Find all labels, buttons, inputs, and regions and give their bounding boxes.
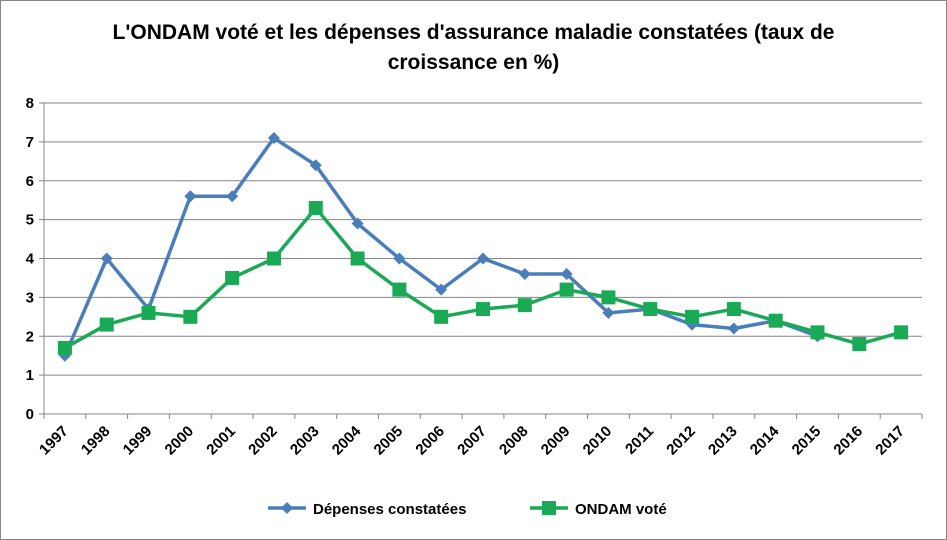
data-point [308, 200, 323, 215]
data-point [518, 268, 531, 281]
y-tick-label: 5 [26, 212, 34, 229]
y-tick-label: 7 [26, 134, 34, 151]
data-point [435, 283, 448, 296]
data-point [643, 302, 658, 317]
data-point [351, 217, 364, 230]
data-point [141, 305, 156, 320]
y-tick-label: 2 [26, 328, 34, 345]
x-tick-label: 1999 [120, 423, 156, 459]
x-tick-label: 2010 [580, 423, 616, 459]
data-point [559, 282, 574, 297]
legend-label: ONDAM voté [575, 501, 667, 518]
legend-marker [281, 502, 293, 514]
legend: Dépenses constatées ONDAM voté [268, 501, 667, 518]
y-tick-label: 1 [26, 367, 34, 384]
y-tick-label: 3 [26, 289, 34, 306]
x-tick-labels: 1997 1998 1999 2000 2001 2002 2003 2004 2005 2006… [36, 422, 908, 458]
x-tick-label: 2012 [663, 423, 699, 459]
x-tick-label: 2004 [329, 422, 365, 458]
data-point [601, 290, 616, 305]
y-tick-label: 0 [26, 406, 34, 423]
data-point [183, 309, 198, 324]
data-point [57, 340, 72, 355]
data-point [517, 298, 532, 313]
axes [39, 102, 923, 419]
x-tick-label: 2013 [705, 423, 741, 459]
y-tick-label: 4 [26, 251, 35, 268]
data-point [266, 251, 281, 266]
x-tick-label: 1997 [36, 423, 72, 459]
data-point [309, 159, 322, 172]
x-tick-label: 2011 [622, 423, 657, 458]
data-point [477, 252, 489, 265]
x-tick-label: 1998 [78, 423, 114, 459]
data-point [852, 337, 867, 352]
x-tick-label: 2002 [245, 423, 281, 459]
series-ondam-vote [57, 200, 909, 355]
legend-label: Dépenses constatées [313, 501, 466, 518]
data-point [560, 268, 573, 281]
data-point [810, 325, 825, 340]
legend-item: Dépenses constatées [268, 501, 466, 518]
data-point [267, 131, 280, 144]
x-tick-label: 2007 [454, 423, 490, 459]
series-lines [57, 131, 909, 362]
data-point [392, 282, 407, 297]
data-point [393, 252, 406, 265]
data-point [726, 302, 741, 317]
x-tick-label: 2014 [747, 422, 783, 458]
data-point [727, 322, 740, 335]
data-point [768, 313, 783, 328]
legend-item: ONDAM voté [530, 501, 667, 518]
series-depenses-constatees [58, 131, 824, 362]
data-point [350, 251, 365, 266]
x-tick-label: 2015 [789, 423, 825, 459]
chart-title-line-2: croissance en %) [387, 51, 560, 74]
legend-marker [542, 501, 556, 515]
x-tick-label: 2003 [287, 423, 323, 459]
data-point [476, 302, 490, 317]
x-tick-label: 2016 [830, 423, 866, 459]
data-point [225, 270, 240, 285]
chart-title: L'ONDAM voté et les dépenses d'assurance… [0, 18, 947, 78]
x-tick-label: 2001 [203, 423, 239, 459]
x-tick-label: 2009 [538, 423, 574, 459]
data-point [894, 325, 909, 340]
data-point [100, 252, 113, 265]
x-tick-label: 2006 [412, 423, 448, 459]
y-tick-labels: 0 1 2 3 4 5 6 7 8 [26, 95, 35, 423]
x-tick-label: 2017 [872, 423, 908, 459]
y-tick-label: 8 [26, 95, 34, 112]
data-point [434, 309, 449, 324]
data-point [685, 309, 700, 324]
x-tick-label: 2000 [162, 423, 198, 459]
data-point [226, 190, 239, 203]
data-point [184, 190, 197, 203]
x-tick-label: 2008 [496, 423, 532, 459]
x-tick-label: 2005 [371, 423, 407, 459]
y-tick-label: 6 [26, 173, 34, 190]
chart-title-line-1: L'ONDAM voté et les dépenses d'assurance… [112, 21, 835, 44]
data-point [602, 306, 615, 319]
data-point [99, 317, 114, 332]
